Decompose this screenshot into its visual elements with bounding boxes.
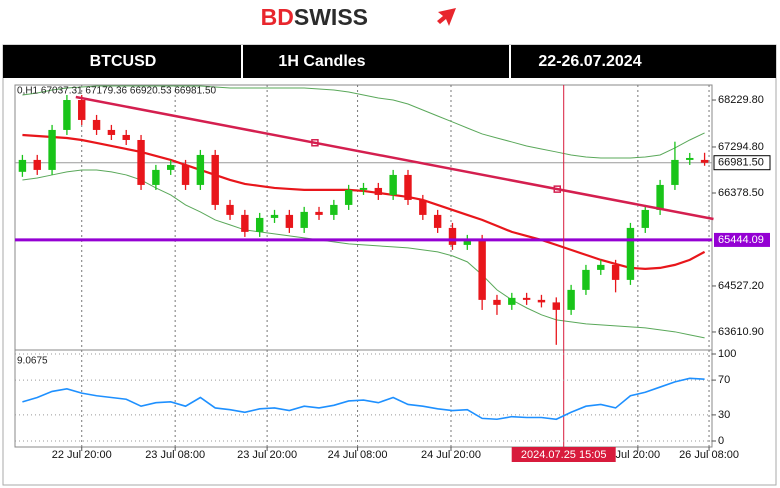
candle-body [48, 129, 56, 170]
candle-body [167, 164, 175, 170]
candle-body [626, 227, 635, 280]
trendline-handle [553, 185, 562, 193]
candle-body [255, 217, 264, 232]
candle-body [478, 239, 486, 300]
indicator-label: 9.0675 [17, 356, 48, 367]
y-tick-label: 100 [718, 348, 736, 360]
x-tick-label: 26 Jul 08:00 [679, 449, 739, 461]
candle-body [181, 164, 190, 185]
x-tick-label: Jul 20:00 [616, 449, 661, 461]
rsi-line [22, 377, 705, 421]
x-tick-label: 24 Jul 20:00 [421, 449, 481, 461]
band-line [22, 85, 705, 159]
candle-body [196, 154, 205, 185]
candle-body [597, 264, 605, 270]
logo-arrow [437, 8, 456, 26]
candle-body [374, 187, 383, 195]
level-label-box [714, 232, 770, 247]
candle-body [552, 302, 560, 310]
x-tick-label: 23 Jul 08:00 [145, 449, 205, 461]
level-label: 65444.09 [718, 234, 764, 246]
candle-body [433, 214, 442, 228]
logo: BDSWISS [261, 4, 368, 30]
y-tick-label: 67294.80 [718, 141, 764, 153]
date-range: 22-26.07.2024 [538, 53, 641, 70]
y-tick-label: 70 [718, 374, 730, 386]
current-price-box [713, 155, 771, 171]
candle-body [152, 169, 160, 185]
candle-body [522, 297, 531, 300]
y-tick-label: 63610.90 [718, 326, 764, 338]
candle-body [537, 299, 546, 303]
candle-body [92, 119, 101, 130]
timeframe: 1H Candles [278, 53, 365, 70]
band-line [22, 169, 705, 339]
cursor-label-box [511, 447, 616, 462]
y-tick-label: 66378.50 [718, 187, 764, 199]
plot-frame [14, 84, 713, 448]
title-bar [3, 45, 776, 78]
candle-body [107, 129, 116, 135]
trendline [75, 95, 714, 221]
y-tick-label: 68229.80 [718, 94, 764, 106]
ohlc-info: 0,H1 67037.31 67179.36 66920.53 66981.50 [17, 86, 217, 97]
candle-body [137, 139, 145, 185]
candle-body [226, 204, 234, 215]
candle-body [18, 159, 27, 172]
candle-body [389, 174, 397, 195]
candle-body [315, 211, 323, 215]
candle-body [463, 239, 472, 245]
candle-body [404, 174, 412, 200]
candle-body [567, 289, 575, 310]
candle-body [330, 204, 338, 215]
y-tick-label: 30 [718, 409, 730, 421]
candle-body [419, 199, 427, 215]
candle-body [656, 184, 664, 210]
candle-body [63, 100, 71, 130]
candle-body [611, 264, 620, 280]
candle-body [78, 100, 86, 120]
x-tick-label: 23 Jul 20:00 [237, 449, 297, 461]
candle-body [285, 214, 294, 228]
candle-body [686, 157, 694, 160]
candle-body [641, 209, 649, 228]
candle-body [582, 269, 590, 290]
candle-body [493, 299, 501, 305]
candle-body [241, 214, 249, 232]
logo-swiss: SWISS [294, 4, 368, 30]
candle-body [344, 189, 353, 205]
x-tick-label: 24 Jul 08:00 [328, 449, 388, 461]
candle-body [448, 227, 457, 245]
x-tick-label: 22 Jul 20:00 [52, 449, 112, 461]
y-tick-label: 64527.20 [718, 280, 764, 292]
logo-bd: BD [261, 4, 294, 30]
candle-body [508, 297, 516, 305]
y-tick-label: 0 [718, 435, 724, 447]
current-price-label: 66981.50 [718, 157, 764, 169]
symbol: BTCUSD [90, 53, 157, 70]
candle-body [359, 187, 368, 190]
candle-body [700, 159, 709, 163]
candle-body [300, 211, 308, 228]
cursor-label: 2024.07.25 15:05 [521, 449, 607, 461]
candle-body [211, 154, 219, 205]
trendline-handle [311, 139, 319, 147]
candle-body [671, 159, 679, 185]
candle-body [122, 134, 130, 140]
candle-body [33, 159, 41, 170]
candle-body [270, 214, 279, 218]
